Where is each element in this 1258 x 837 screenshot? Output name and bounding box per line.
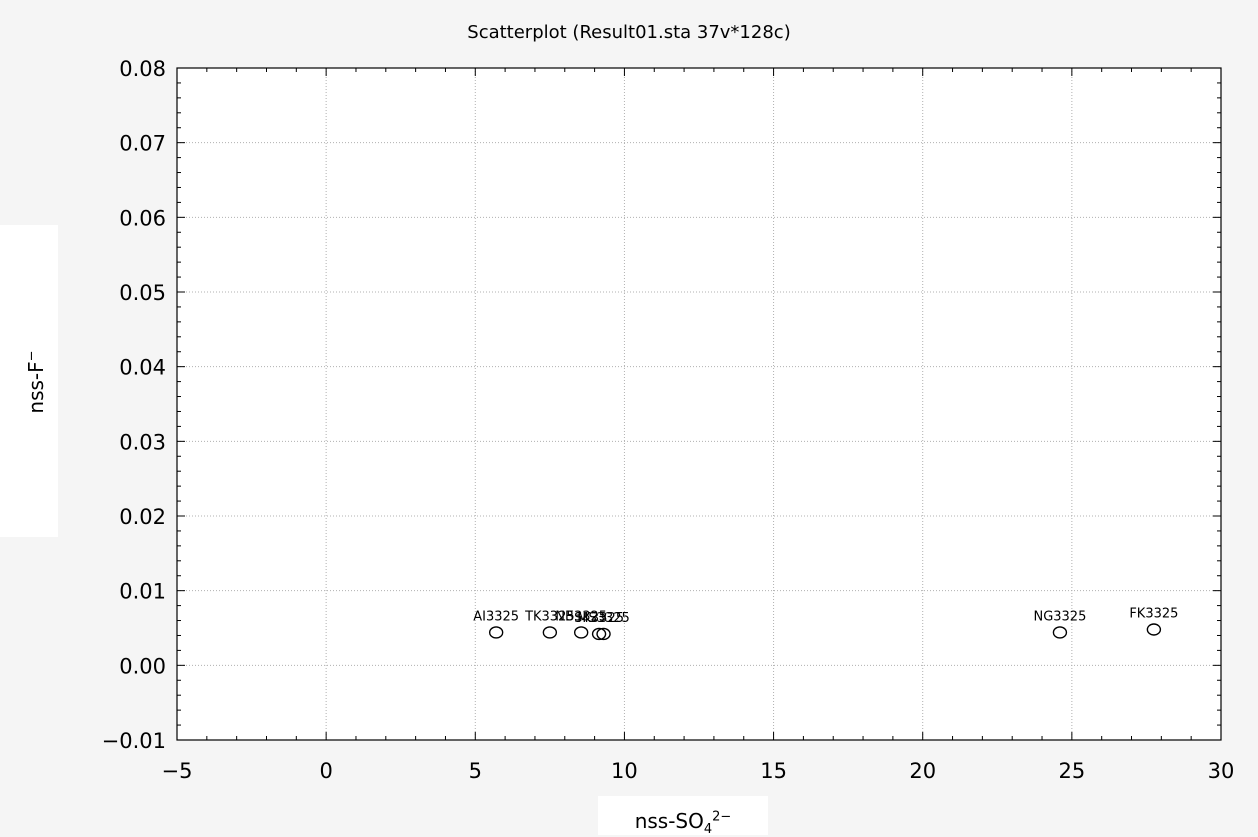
data-point-label: AI3325 (473, 609, 519, 624)
data-point (1146, 623, 1162, 636)
y-tick-label: −0.01 (102, 729, 166, 753)
y-tick-label: 0.08 (119, 57, 166, 81)
plot-area (177, 68, 1221, 740)
x-axis-label-box (598, 796, 768, 835)
y-tick-label: 0.00 (119, 654, 166, 678)
data-point (542, 626, 558, 639)
y-tick-label: 0.03 (119, 430, 166, 454)
plot-frame (176, 67, 1222, 741)
data-point (591, 627, 607, 641)
x-tick-label: 10 (611, 759, 638, 783)
y-tick-label: 0.01 (119, 580, 166, 604)
y-tick-label: 0.07 (119, 132, 166, 156)
x-axis-label-sub: 4 (703, 822, 713, 837)
y-tick-label: 0.04 (119, 356, 166, 380)
x-tick-label: −5 (162, 759, 193, 783)
y-axis-label-sup: − (24, 350, 40, 362)
y-axis-label: nss-F− (24, 350, 48, 413)
x-tick-label: 30 (1208, 759, 1235, 783)
data-point (488, 626, 504, 639)
x-axis-label-base: nss-SO (634, 809, 704, 833)
x-tick-label: 25 (1058, 759, 1085, 783)
data-point (573, 626, 589, 639)
chart-title: Scatterplot (Result01.sta 37v*128c) (467, 22, 791, 43)
x-tick-label: 5 (469, 759, 482, 783)
data-point-label: SK3325 (574, 611, 624, 626)
x-tick-label: 0 (319, 759, 332, 783)
data-point (1052, 626, 1068, 639)
x-axis-label: nss-SO42− (635, 809, 732, 837)
y-axis-label-box (0, 225, 58, 537)
y-tick-label: 0.05 (119, 281, 166, 305)
y-tick-label: 0.06 (119, 206, 166, 230)
y-axis-label-base: nss-F (24, 361, 48, 414)
data-point (596, 627, 611, 641)
x-tick-label: 15 (760, 759, 787, 783)
y-tick-label: 0.02 (119, 505, 166, 529)
data-point-label: MS3325 (577, 611, 630, 626)
x-axis-label-sup: 2− (712, 809, 732, 825)
x-tick-label: 20 (909, 759, 936, 783)
data-point-label: NG3325 (1033, 609, 1086, 624)
data-point-label: TK3325 (524, 609, 575, 624)
data-point-label: NB3325 (555, 609, 607, 624)
data-point-label: FK3325 (1129, 606, 1178, 621)
